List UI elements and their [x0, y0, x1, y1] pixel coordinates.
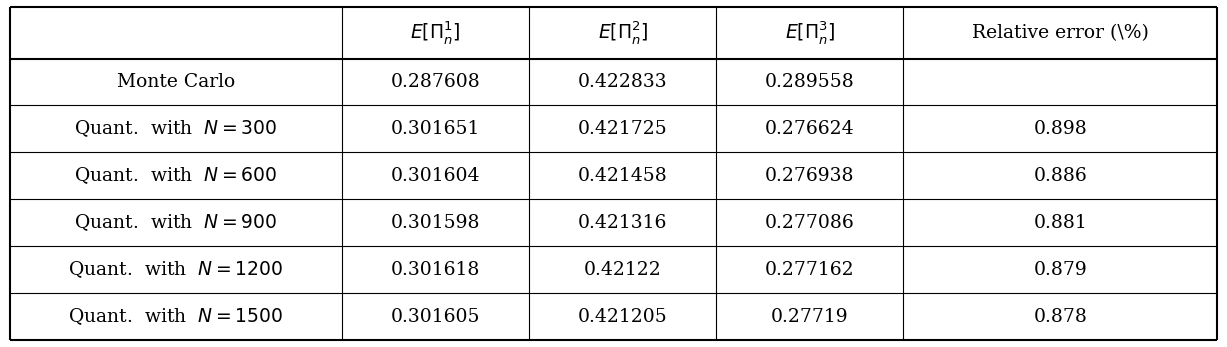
- Text: $E[\Pi_n^1]$: $E[\Pi_n^1]$: [410, 19, 460, 46]
- Text: Relative error (\%): Relative error (\%): [972, 24, 1148, 42]
- Text: 0.881: 0.881: [1033, 214, 1087, 232]
- Text: 0.301651: 0.301651: [390, 120, 480, 138]
- Text: 0.301604: 0.301604: [390, 167, 480, 185]
- Text: 0.422833: 0.422833: [578, 73, 667, 91]
- Text: 0.287608: 0.287608: [390, 73, 480, 91]
- Text: 0.421316: 0.421316: [578, 214, 667, 232]
- Text: 0.878: 0.878: [1033, 307, 1087, 325]
- Text: 0.42122: 0.42122: [584, 261, 661, 279]
- Text: 0.277162: 0.277162: [764, 261, 854, 279]
- Text: $E[\Pi_n^2]$: $E[\Pi_n^2]$: [598, 19, 648, 46]
- Text: 0.898: 0.898: [1033, 120, 1087, 138]
- Text: 0.276624: 0.276624: [764, 120, 854, 138]
- Text: 0.301618: 0.301618: [390, 261, 480, 279]
- Text: 0.879: 0.879: [1033, 261, 1087, 279]
- Text: 0.276938: 0.276938: [764, 167, 854, 185]
- Text: 0.421725: 0.421725: [578, 120, 667, 138]
- Text: 0.886: 0.886: [1033, 167, 1087, 185]
- Text: Quant.  with  $N = 1500$: Quant. with $N = 1500$: [69, 306, 283, 327]
- Text: 0.421458: 0.421458: [578, 167, 667, 185]
- Text: Quant.  with  $N = 600$: Quant. with $N = 600$: [74, 166, 277, 186]
- Text: Quant.  with  $N = 900$: Quant. with $N = 900$: [74, 212, 277, 233]
- Text: 0.289558: 0.289558: [764, 73, 854, 91]
- Text: Quant.  with  $N = 1200$: Quant. with $N = 1200$: [69, 259, 283, 280]
- Text: $E[\Pi_n^3]$: $E[\Pi_n^3]$: [784, 19, 834, 46]
- Text: 0.277086: 0.277086: [764, 214, 854, 232]
- Text: 0.301598: 0.301598: [390, 214, 480, 232]
- Text: Quant.  with  $N = 300$: Quant. with $N = 300$: [74, 119, 277, 139]
- Text: 0.421205: 0.421205: [578, 307, 667, 325]
- Text: 0.301605: 0.301605: [390, 307, 480, 325]
- Text: 0.27719: 0.27719: [771, 307, 849, 325]
- Text: Monte Carlo: Monte Carlo: [117, 73, 234, 91]
